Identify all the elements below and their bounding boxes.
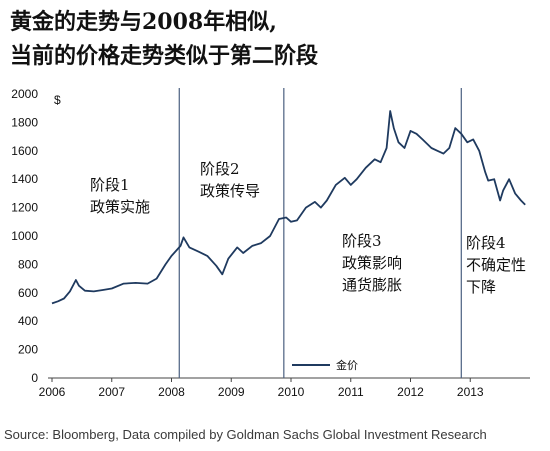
x-axis: 2006 2007 2008 2009 2010 2011 2012 2013 xyxy=(39,377,530,399)
phase-dividers xyxy=(178,88,462,378)
y-tick-label: 1200 xyxy=(11,201,38,215)
y-tick-label: 1800 xyxy=(11,115,38,129)
phase-label: 阶段2 xyxy=(200,160,240,178)
x-tick-label: 2012 xyxy=(397,385,424,399)
chart-title-line2: 当前的价格走势类似于第二阶段 xyxy=(10,43,319,69)
y-tick-label: 1400 xyxy=(11,172,38,186)
y-tick-label: 600 xyxy=(18,286,38,300)
phase-label: 政策传导 xyxy=(200,182,260,200)
y-axis-unit: $ xyxy=(54,93,61,107)
phase-label: 阶段4 xyxy=(466,234,506,252)
phase-label: 政策实施 xyxy=(90,198,150,216)
y-tick-label: 200 xyxy=(18,343,38,357)
legend-label: 金价 xyxy=(336,358,358,372)
y-tick-label: 2000 xyxy=(11,87,38,101)
chart-title-line1: 黄金的走势与2008年相似, xyxy=(10,9,277,35)
x-tick-label: 2008 xyxy=(158,385,185,399)
phase-label: 下降 xyxy=(466,278,496,296)
y-tick-label: 400 xyxy=(18,314,38,328)
x-tick-label: 2010 xyxy=(278,385,305,399)
series-group xyxy=(51,110,526,305)
y-tick-label: 0 xyxy=(31,371,38,385)
phase-label: 阶段3 xyxy=(342,232,382,250)
x-tick-label: 2009 xyxy=(218,385,245,399)
x-tick-label: 2011 xyxy=(338,385,364,399)
gold-price-chart: 0 200 400 600 800 1000 1200 1400 1600 1800 2000 $ 2… xyxy=(11,87,530,399)
y-tick-label: 1000 xyxy=(11,229,38,243)
gold-price-line xyxy=(51,110,526,305)
legend: 金价 xyxy=(292,358,358,372)
y-tick-label: 800 xyxy=(18,257,38,271)
y-tick-label: 1600 xyxy=(11,144,38,158)
x-tick-label: 2013 xyxy=(457,385,484,399)
x-tick-label: 2007 xyxy=(98,385,125,399)
x-tick-label: 2006 xyxy=(39,385,66,399)
phase-label: 不确定性 xyxy=(466,256,526,274)
phase-label: 政策影响 xyxy=(342,254,402,272)
phase-label: 阶段1 xyxy=(90,176,130,194)
y-axis: 0 200 400 600 800 1000 1200 1400 1600 1800 2000 $ xyxy=(11,87,61,385)
source-note: Source: Bloomberg, Data compiled by Gold… xyxy=(4,427,487,442)
phase-label: 通货膨胀 xyxy=(342,276,402,294)
